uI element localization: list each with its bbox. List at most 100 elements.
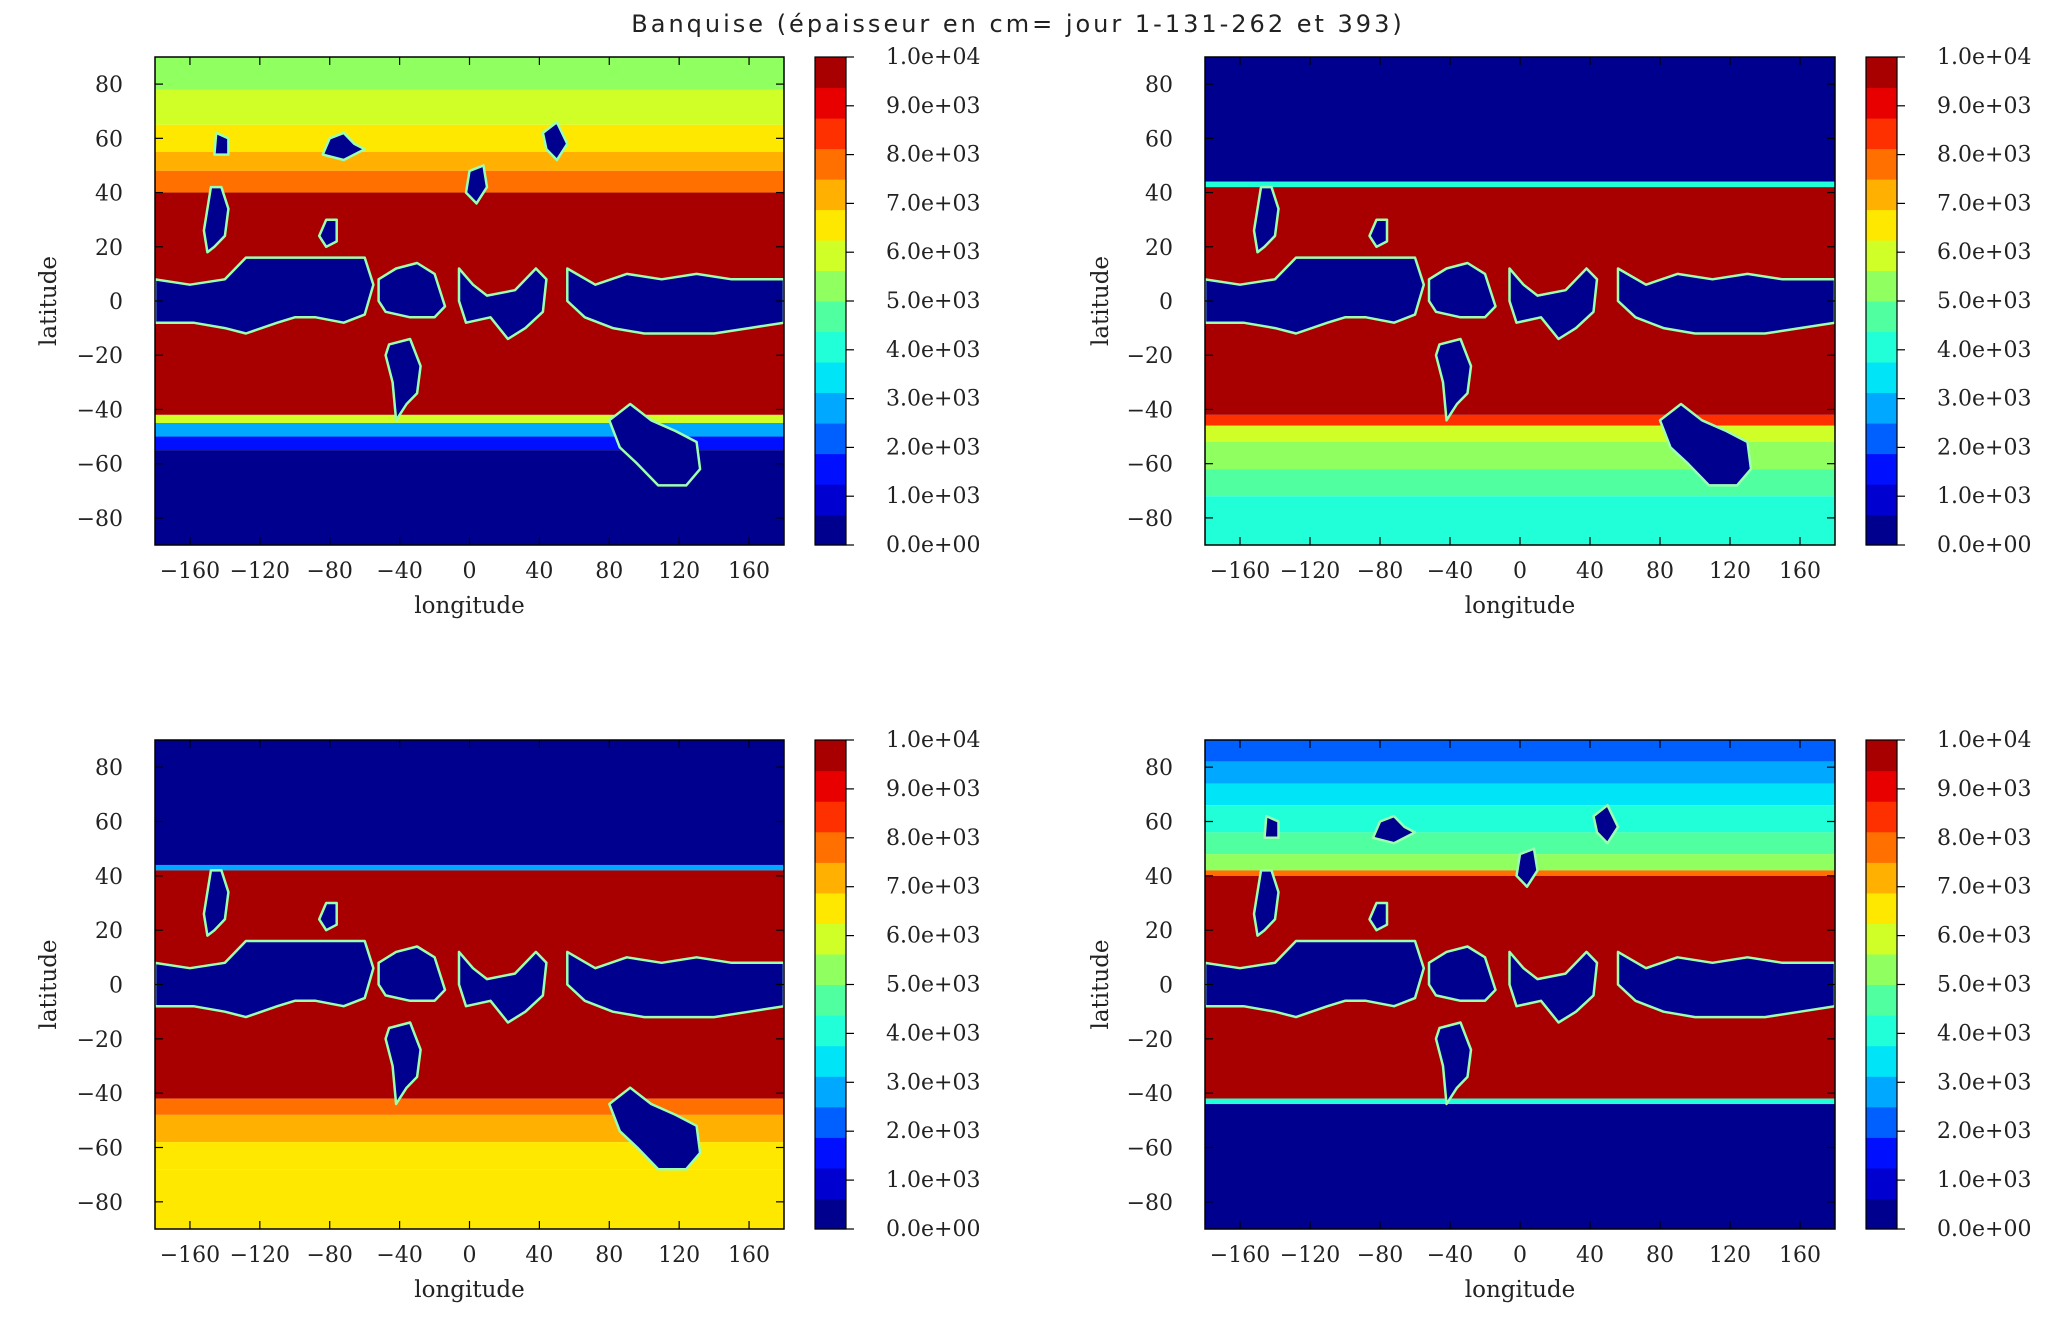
continent-equatorial-east-a [1508, 267, 1599, 341]
continent-antarctic-lobe [608, 1086, 702, 1171]
colorbar-tick-label: 8.0e+03 [1937, 826, 2031, 851]
colorbar-segment [1866, 392, 1897, 424]
x-axis-label: longitude [414, 593, 525, 619]
colorbar-tick-label: 1.0e+03 [1937, 484, 2031, 509]
continent-equatorial-mid [1427, 945, 1497, 1003]
x-tick-label: −120 [230, 1243, 290, 1268]
colorbar-segment [1866, 1076, 1897, 1108]
colorbar-segment [1866, 453, 1897, 485]
colorbar-segment [815, 118, 846, 150]
x-tick-label: 80 [595, 559, 623, 584]
x-tick-label: −160 [160, 559, 220, 584]
y-tick-label: −20 [1127, 1028, 1173, 1053]
colorbar-tick-label: 5.0e+03 [1937, 973, 2031, 998]
y-axis-label: latitude [36, 256, 62, 346]
colorbar-segment [815, 392, 846, 424]
x-tick-label: 160 [728, 1243, 770, 1268]
y-tick-label: 0 [1159, 974, 1173, 999]
continent-antarctic-lobe [608, 402, 702, 487]
colorbar-tick-label: 1.0e+04 [1937, 45, 2031, 70]
panel-4: −160 −120 −80 −40 0 40 80 120 160 80 60 40 20 0 −20 −40… [1088, 728, 2031, 1303]
island-north-a [213, 131, 230, 156]
continent-equatorial-mid [1427, 261, 1497, 319]
continent-equatorial-east-b [566, 267, 784, 335]
zone-band [1205, 181, 1835, 188]
colorbar-tick-label: 2.0e+03 [886, 1119, 980, 1144]
colorbar-tick-label: 7.0e+03 [1937, 875, 2031, 900]
colorbar-tick-label: 5.0e+03 [1937, 289, 2031, 314]
island-west-arc [1252, 869, 1280, 937]
continent-equatorial-east-a [457, 267, 548, 341]
zone-band [155, 1098, 784, 1115]
colorbar-segment [1866, 87, 1897, 119]
y-tick-label: 40 [1145, 182, 1173, 207]
colorbar-segment [815, 862, 846, 894]
colorbar-tick-label: 8.0e+03 [886, 826, 980, 851]
colorbar-tick-label: 7.0e+03 [886, 875, 980, 900]
y-tick-label: 60 [1145, 811, 1173, 836]
colorbar-segment [815, 270, 846, 302]
y-tick-label: 60 [95, 127, 123, 152]
zone-band [1205, 1098, 1835, 1105]
colorbar-segment [1866, 862, 1897, 894]
colorbar-segment [815, 953, 846, 986]
colorbar-segment [1866, 953, 1897, 986]
zone-band [155, 864, 784, 871]
y-tick-label: −40 [77, 1082, 123, 1107]
continent-equatorial-mid [377, 945, 447, 1003]
colorbar-segment [815, 148, 846, 180]
colorbar-segment [815, 514, 846, 546]
x-tick-label: 80 [1646, 1243, 1674, 1268]
colorbar-segment [1866, 514, 1897, 546]
island-north-b [1371, 814, 1417, 845]
colorbar-tick-label: 4.0e+03 [1937, 338, 2031, 363]
panel-1: −160 −120 −80 −40 0 40 80 120 160 80 60 40 20 0 −20 −40… [36, 45, 980, 619]
plot-area [155, 57, 784, 545]
colorbar-segment [1866, 362, 1897, 394]
x-tick-label: 120 [658, 1243, 700, 1268]
zone-band [155, 89, 784, 125]
x-tick-label: 0 [1513, 559, 1527, 584]
continent-equatorial-west [155, 939, 375, 1019]
colorbar-tick-label: 6.0e+03 [1937, 924, 2031, 949]
y-tick-label: 0 [109, 290, 123, 315]
zone-band [1205, 761, 1835, 784]
colorbar-tick-label: 0.0e+00 [886, 533, 980, 558]
colorbar-segment [815, 831, 846, 863]
island-small-a [317, 901, 338, 932]
y-tick-label: 80 [1145, 73, 1173, 98]
continent-equatorial-east-a [1508, 950, 1599, 1024]
y-tick-label: 0 [109, 974, 123, 999]
continent-south-peninsula [384, 1021, 422, 1106]
colorbar-segment [1866, 1106, 1897, 1138]
colorbar-segment [815, 209, 846, 241]
continent-south-peninsula [1434, 1021, 1473, 1106]
y-tick-label: −40 [1127, 1082, 1173, 1107]
x-tick-label: −120 [230, 559, 290, 584]
colorbar-tick-label: 5.0e+03 [886, 289, 980, 314]
continent-equatorial-west [1205, 939, 1426, 1019]
continent-equatorial-mid [377, 261, 447, 319]
panel-2: −160 −120 −80 −40 0 40 80 120 160 80 60 40 20 0 −20 −40… [1088, 45, 2031, 619]
island-west-arc [202, 185, 230, 254]
colorbar-segment [815, 740, 846, 772]
colorbar-tick-label: 6.0e+03 [886, 240, 980, 265]
colorbar-segment [1866, 770, 1897, 802]
x-tick-label: −160 [160, 1243, 220, 1268]
y-tick-label: −80 [1127, 1191, 1173, 1216]
zone-band [1205, 57, 1835, 182]
colorbar-segment [1866, 148, 1897, 180]
colorbar-segment [1866, 1198, 1897, 1230]
x-tick-label: −120 [1280, 1243, 1340, 1268]
x-tick-label: 160 [728, 559, 770, 584]
island-north-c [1592, 803, 1620, 845]
colorbar-tick-label: 6.0e+03 [886, 924, 980, 949]
y-tick-label: −20 [77, 344, 123, 369]
x-tick-label: −80 [1357, 1243, 1403, 1268]
y-tick-label: 20 [1145, 919, 1173, 944]
colorbar-segment [1866, 270, 1897, 302]
colorbar-tick-label: 9.0e+03 [886, 777, 980, 802]
zone-band [155, 124, 784, 152]
island-north-d [464, 164, 489, 205]
y-tick-label: −40 [77, 398, 123, 423]
